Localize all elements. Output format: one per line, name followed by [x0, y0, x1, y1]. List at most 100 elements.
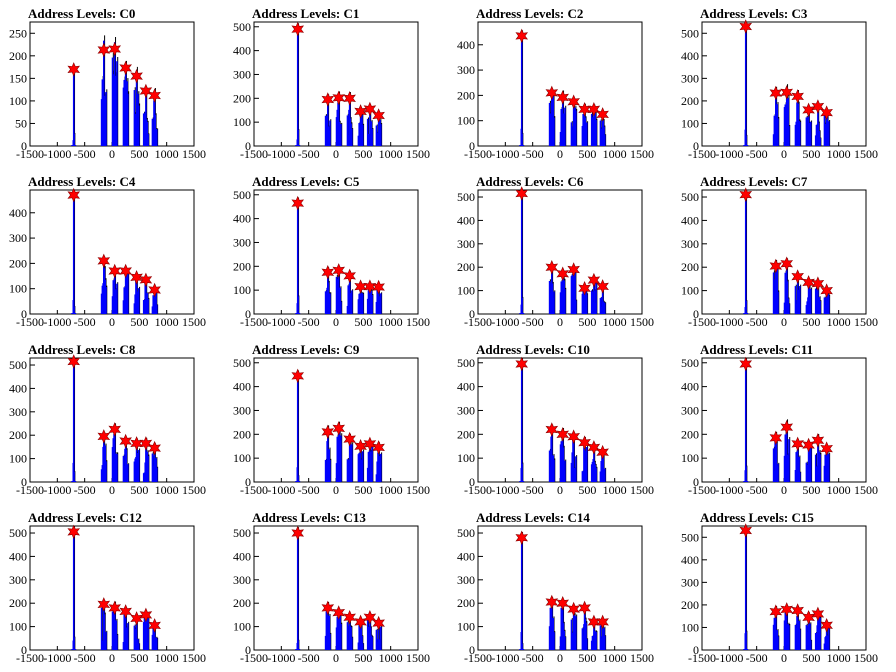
peak-marker [291, 525, 305, 541]
peak-marker [578, 280, 591, 296]
x-tick-label: -500 [522, 147, 544, 161]
peak-marker [556, 90, 570, 105]
x-tick-label: -1000 [267, 315, 295, 329]
peak-marker [780, 85, 794, 100]
y-tick-label: 200 [457, 88, 475, 102]
x-tick-label: -500 [74, 651, 96, 665]
panel-3: Address Levels: C30100200300400500-1500-… [681, 6, 878, 161]
panel-title: Address Levels: C12 [28, 510, 142, 525]
x-tick-label: 500 [578, 147, 596, 161]
peak-marker [567, 429, 580, 444]
peak-marker [108, 263, 122, 279]
x-tick-label: 1000 [155, 315, 179, 329]
peak-marker [556, 266, 570, 282]
x-tick-label: 500 [130, 147, 148, 161]
x-tick-label: -1000 [267, 483, 295, 497]
peak-marker [545, 594, 559, 610]
panel-title: Address Levels: C15 [700, 510, 814, 525]
x-tick-label: 0 [557, 147, 563, 161]
panel-7: Address Levels: C70100200300400500-1500-… [681, 174, 878, 329]
x-tick-label: 0 [333, 315, 339, 329]
peak-marker [820, 283, 833, 298]
x-tick-label: 1000 [603, 147, 627, 161]
x-tick-label: 500 [578, 483, 596, 497]
peak-marker [354, 614, 367, 630]
peak-marker [321, 265, 335, 280]
x-tick-label: 1500 [630, 483, 654, 497]
peak-marker [791, 89, 804, 104]
x-tick-label: -1500 [688, 147, 716, 161]
y-tick-label: 400 [681, 380, 699, 394]
peak-marker [596, 614, 609, 630]
y-tick-label: 100 [233, 115, 251, 129]
peak-marker [596, 444, 609, 460]
y-tick-label: 500 [681, 356, 699, 370]
panel-9: Address Levels: C90100200300400500-1500-… [233, 342, 430, 497]
y-tick-label: 500 [233, 356, 251, 370]
peak-marker [739, 356, 753, 372]
y-tick-label: 400 [457, 213, 475, 227]
x-tick-label: -500 [522, 651, 544, 665]
y-tick-label: 100 [681, 451, 699, 465]
y-tick-label: 0 [469, 475, 475, 489]
panel-4: Address Levels: C4 0 100 200 300 400 -1500 -100… [9, 174, 206, 329]
peak-marker [780, 256, 794, 271]
y-tick-label: 400 [9, 381, 27, 395]
x-tick-label: -1500 [240, 315, 268, 329]
y-tick-label: 200 [233, 91, 251, 105]
x-tick-label: 1000 [379, 483, 403, 497]
peak-marker [108, 41, 122, 57]
peak-marker [769, 258, 783, 274]
peak-marker [587, 102, 601, 117]
panel-6: Address Levels: C60100200300400500-1500-… [457, 174, 654, 329]
peak-marker [67, 187, 81, 203]
y-tick-label: 400 [233, 549, 251, 563]
x-tick-label: -1500 [688, 651, 716, 665]
peak-marker [291, 368, 305, 384]
peak-marker [363, 436, 377, 452]
x-tick-label: 1500 [182, 651, 206, 665]
y-tick-label: 500 [681, 26, 699, 40]
x-tick-label: 0 [557, 315, 563, 329]
panel-5: Address Levels: C50100200300400500-1500-… [233, 174, 430, 329]
panel-title: Address Levels: C1 [252, 6, 359, 21]
panel-title: Address Levels: C6 [476, 174, 584, 189]
x-tick-label: -1500 [16, 483, 44, 497]
y-tick-label: 300 [681, 575, 699, 589]
x-tick-label: 1500 [182, 483, 206, 497]
panel-12: Address Levels: C12 0 100 200 300 400 500 -1500… [9, 510, 206, 665]
peak-marker [811, 606, 825, 622]
x-tick-label: 0 [333, 147, 339, 161]
y-tick-label: 100 [233, 620, 251, 634]
peak-marker [148, 440, 161, 456]
y-tick-label: 200 [681, 260, 699, 274]
x-tick-label: -1000 [491, 147, 519, 161]
x-tick-label: 1000 [379, 651, 403, 665]
y-tick-label: 300 [457, 573, 475, 587]
panel-title: Address Levels: C13 [252, 510, 366, 525]
peak-marker [791, 603, 804, 618]
peak-marker [769, 85, 783, 101]
x-tick-label: -1500 [688, 315, 716, 329]
peak-marker [567, 94, 580, 109]
peak-marker [332, 263, 346, 278]
x-tick-label: 1000 [603, 651, 627, 665]
y-tick-label: 400 [9, 549, 27, 563]
peak-marker [567, 601, 580, 617]
peak-marker [802, 437, 815, 453]
x-tick-label: -1000 [715, 651, 743, 665]
peak-marker [354, 279, 367, 294]
y-tick-label: 100 [457, 114, 475, 128]
peak-marker [769, 604, 783, 619]
x-tick-label: 1000 [827, 651, 851, 665]
peak-marker [332, 421, 346, 436]
y-tick-label: 200 [9, 428, 27, 442]
y-tick-label: 100 [9, 452, 27, 466]
y-tick-label: 200 [681, 598, 699, 612]
y-tick-label: 400 [457, 380, 475, 394]
x-tick-label: -1000 [715, 315, 743, 329]
x-tick-label: 1500 [406, 651, 430, 665]
x-tick-label: -500 [74, 147, 96, 161]
y-tick-label: 300 [9, 231, 27, 245]
y-tick-label: 500 [9, 358, 27, 372]
